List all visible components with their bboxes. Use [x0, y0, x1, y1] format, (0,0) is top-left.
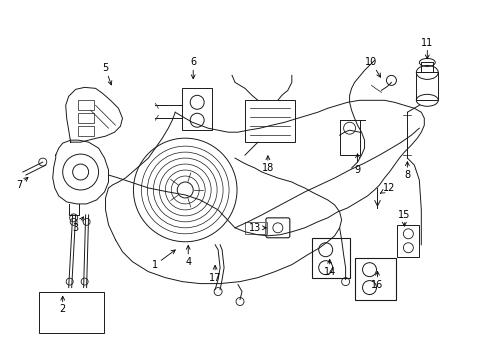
Text: 15: 15 [397, 210, 410, 226]
Text: 3: 3 [72, 217, 83, 233]
Text: 4: 4 [185, 246, 191, 267]
Bar [421, 62, 432, 72]
Bar [78, 100, 93, 110]
Text: 9: 9 [354, 154, 360, 175]
Text: 13: 13 [248, 223, 265, 233]
Bar [397, 225, 419, 257]
Text: 5: 5 [102, 63, 112, 85]
Bar [354, 258, 396, 300]
Text: 11: 11 [420, 37, 432, 59]
Bar [244, 100, 294, 142]
Bar [39, 292, 103, 333]
Text: 8: 8 [404, 162, 409, 180]
Text: 2: 2 [60, 296, 66, 315]
Bar [311, 238, 349, 278]
Text: 18: 18 [261, 156, 273, 173]
Text: 16: 16 [370, 271, 383, 289]
Text: 10: 10 [365, 58, 380, 77]
Text: 6: 6 [190, 58, 196, 79]
Bar [415, 72, 437, 100]
Bar [78, 113, 93, 123]
Bar [78, 126, 93, 136]
Text: 12: 12 [380, 183, 395, 193]
Text: 1: 1 [152, 250, 175, 270]
Bar [244, 222, 266, 234]
Text: 17: 17 [208, 265, 221, 283]
Text: 7: 7 [16, 177, 28, 190]
Text: 14: 14 [323, 260, 335, 276]
Bar [182, 88, 212, 130]
